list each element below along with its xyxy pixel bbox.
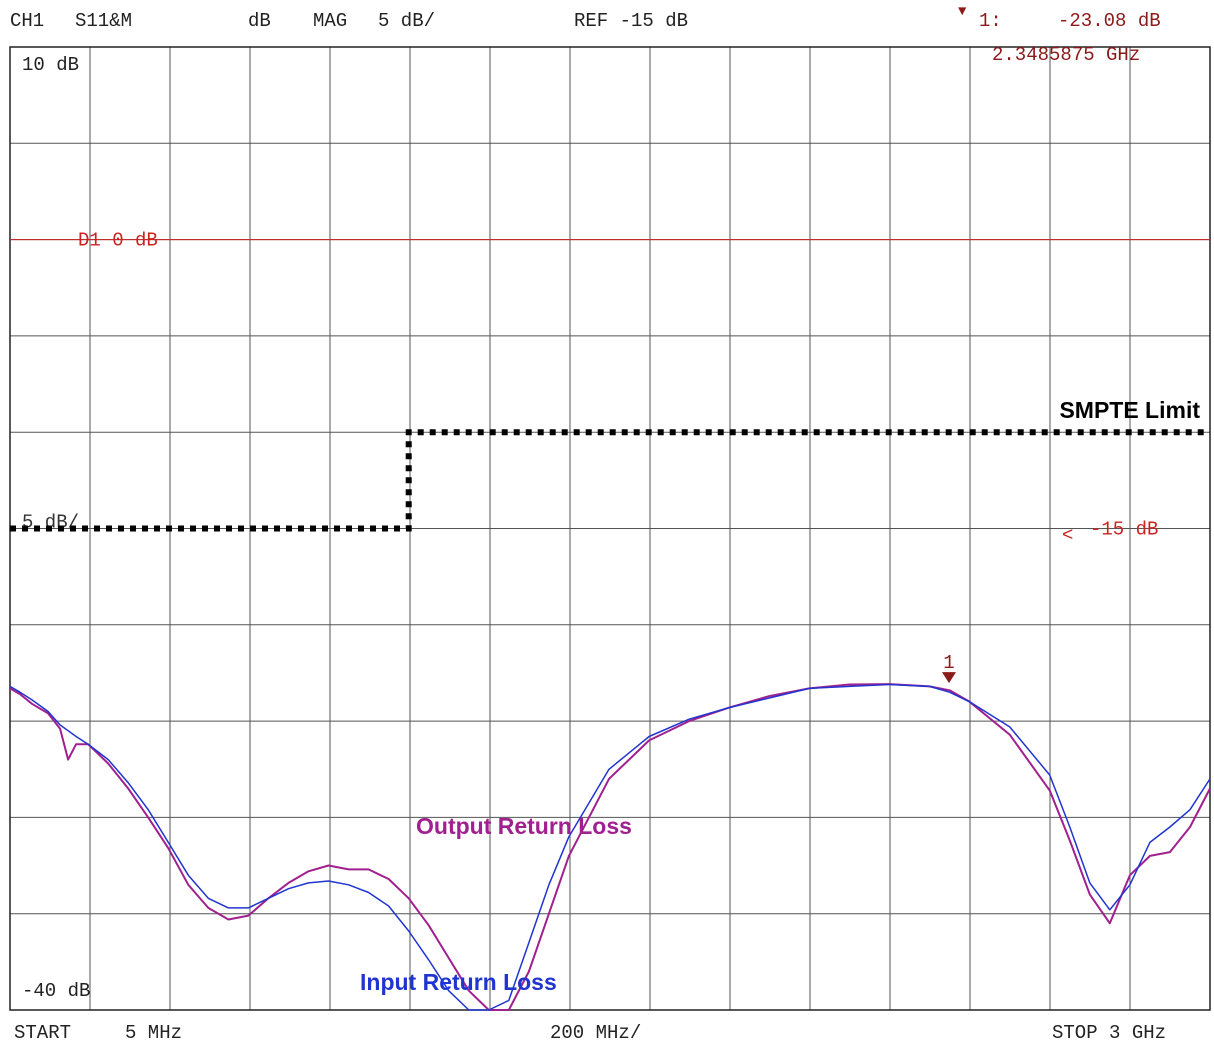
marker-frequency: 2.3485875 GHz: [992, 44, 1141, 66]
top-scale-label: 10 dB: [22, 54, 79, 76]
display-line-label: D1 0 dB: [78, 230, 158, 252]
channel-label: CH1: [10, 10, 45, 32]
input-return-loss-trace: [9, 683, 1211, 1011]
scale-label: 5 dB/: [378, 10, 436, 32]
param-label: S11&M: [75, 10, 133, 32]
ref-level-label: -15 dB: [1090, 519, 1158, 541]
stop-label: STOP 3 GHz: [1052, 1022, 1167, 1044]
marker-1-number: 1: [943, 652, 954, 674]
ref-arrow-icon: <: [1062, 525, 1073, 547]
ref-label: REF -15 dB: [574, 10, 689, 32]
start-label: START: [14, 1022, 72, 1044]
format-label: MAG: [313, 10, 348, 32]
marker-1-icon: [942, 672, 957, 684]
output-return-loss-label: Output Return Loss: [416, 813, 632, 839]
start-value: 5 MHz: [125, 1022, 183, 1044]
output-return-loss-trace: [9, 683, 1211, 1011]
per-division-label: 200 MHz/: [550, 1022, 642, 1044]
limit-line: [10, 429, 1210, 532]
marker-value: -23.08 dB: [1058, 10, 1161, 32]
marker-triangle-icon: ▼: [958, 4, 967, 20]
bottom-scale-label: -40 dB: [22, 980, 90, 1002]
limit-line-label: SMPTE Limit: [1059, 397, 1200, 423]
unit-label: dB: [248, 10, 271, 32]
input-return-loss-label: Input Return Loss: [360, 969, 557, 995]
marker-label: 1:: [979, 10, 1002, 32]
